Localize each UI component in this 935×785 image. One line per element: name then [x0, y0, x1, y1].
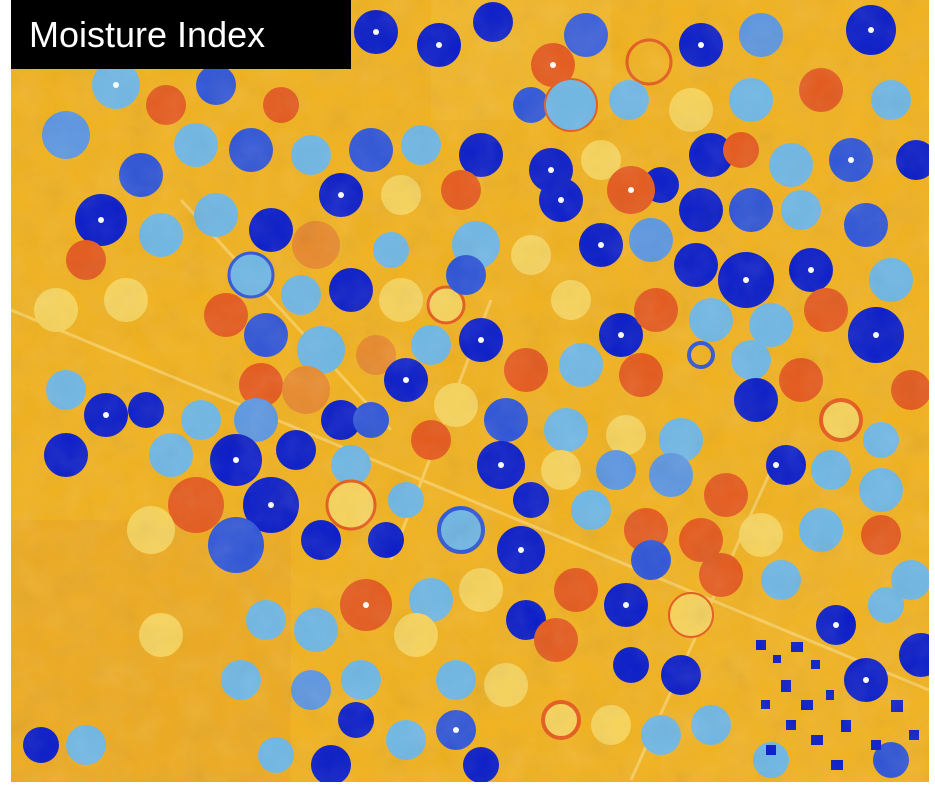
moisture-map-image	[11, 0, 929, 782]
moisture-map-frame: Moisture Index	[11, 0, 929, 782]
title-banner: Moisture Index	[11, 0, 351, 69]
map-title: Moisture Index	[29, 13, 266, 55]
texture-overlay	[11, 0, 929, 782]
